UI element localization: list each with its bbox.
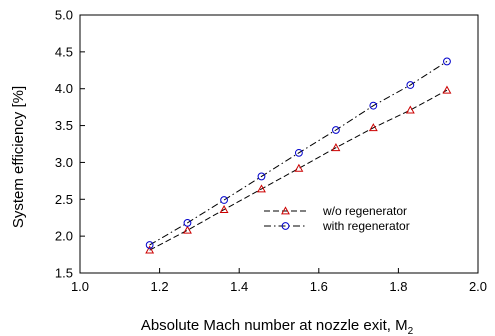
x-tick-label: 1.0 [71,279,89,294]
y-tick-label: 4.5 [55,44,73,59]
y-tick-label: 4.0 [55,81,73,96]
y-tick-label: 3.5 [55,118,73,133]
data-point [295,165,302,171]
axes: 1.0 1.2 1.4 1.6 1.8 2.0 1.5 2.0 2.5 3.0 3.5 4.0 4.5 5… [55,8,487,295]
x-tick-label: 2.0 [469,279,487,294]
data-point [407,106,414,112]
data-point [184,227,191,233]
y-tick-label: 2.5 [55,192,73,207]
data-point [444,58,451,65]
x-tick-label: 1.4 [230,279,248,294]
x-axis-title-main: Absolute Mach number at nozzle exit, M [141,317,408,334]
y-tick-label: 5.0 [55,8,73,23]
x-tick-label: 1.8 [389,279,407,294]
x-axis-title-subscript: 2 [408,326,414,336]
data-point [221,197,228,204]
y-tick-label: 2.0 [55,229,73,244]
y-tick-label: 3.0 [55,155,73,170]
x-tick-label: 1.6 [310,279,328,294]
y-axis-title: System efficiency [%] [10,86,27,228]
legend-entry: w/o regenerator [264,204,407,218]
legend-entry: with regenerator [264,219,410,233]
y-tick-label: 1.5 [55,266,73,281]
x-axis-title: Absolute Mach number at nozzle exit, M2 [141,317,414,336]
legend-label: w/o regenerator [322,204,407,218]
data-point [443,87,450,93]
x-tick-label: 1.2 [151,279,169,294]
plot-frame [80,15,478,273]
legend-label: with regenerator [322,219,410,233]
